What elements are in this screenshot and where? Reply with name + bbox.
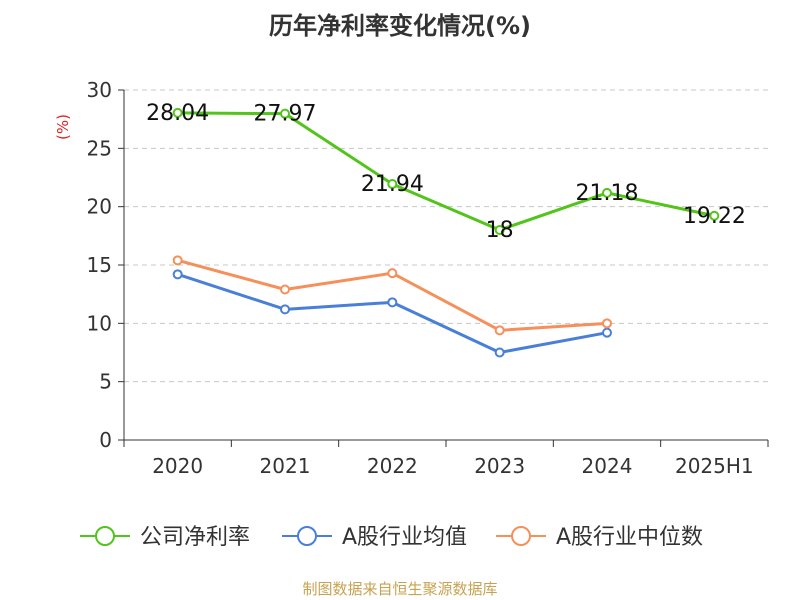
legend-label: A股行业均值 <box>342 525 467 550</box>
legend-label: A股行业中位数 <box>556 525 703 550</box>
data-point <box>602 318 612 329</box>
legend-marker <box>511 526 531 546</box>
data-point <box>494 347 505 358</box>
data-point <box>387 268 398 279</box>
legend: 公司净利率 A股行业均值 A股行业中位数 <box>80 525 703 550</box>
data-label: 21.18 <box>576 181 639 206</box>
data-point <box>602 187 612 198</box>
legend-marker <box>297 526 317 546</box>
data-point <box>494 325 505 336</box>
data-labels: 28.04 27.97 21.94 18 21.18 19.22 <box>146 101 746 243</box>
series-lines <box>172 107 720 358</box>
data-label: 18 <box>486 218 514 243</box>
x-tick-label: 2020 <box>152 454 203 478</box>
legend-item[interactable]: A股行业中位数 <box>496 525 703 550</box>
series-line <box>177 111 715 232</box>
data-point <box>172 269 183 280</box>
data-label: 28.04 <box>146 101 209 126</box>
x-tick-label: 2022 <box>367 454 418 478</box>
y-tick-label: 5 <box>99 370 112 394</box>
data-point <box>280 284 290 295</box>
data-point <box>602 327 612 338</box>
y-tick-label: 10 <box>87 311 112 335</box>
x-tick-label: 2021 <box>260 454 311 478</box>
data-point <box>387 297 398 308</box>
y-tick-label: 15 <box>87 253 112 277</box>
x-tick-label: 2023 <box>474 454 525 478</box>
y-tick-label: 20 <box>87 195 112 219</box>
data-point <box>280 304 290 315</box>
legend-marker <box>95 526 115 546</box>
chart-title: 历年净利率变化情况(%) <box>269 12 531 40</box>
data-point <box>709 210 720 221</box>
data-label: 27.97 <box>254 102 317 127</box>
legend-item[interactable]: 公司净利率 <box>80 525 250 550</box>
data-label: 19.22 <box>683 204 746 229</box>
data-source-note: 制图数据来自恒生聚源数据库 <box>302 580 498 598</box>
data-point <box>172 107 183 118</box>
grid-lines <box>124 89 768 383</box>
data-point <box>172 255 183 266</box>
y-axis-label: (%) <box>54 114 72 140</box>
legend-label: 公司净利率 <box>140 525 250 550</box>
y-tick-label: 25 <box>87 136 112 160</box>
series-line <box>177 272 608 354</box>
data-label: 21.94 <box>361 172 424 197</box>
x-tick-label: 2025H1 <box>675 454 754 478</box>
axes: 0 5 10 15 20 25 30 2020 2021 2022 2023 2024 2025H1 (%… <box>54 78 769 478</box>
data-point <box>280 108 290 119</box>
x-tick-label: 2024 <box>582 454 633 478</box>
data-point <box>494 225 505 235</box>
y-tick-label: 30 <box>87 78 112 102</box>
legend-item[interactable]: A股行业均值 <box>282 525 467 550</box>
data-point <box>387 179 398 190</box>
y-tick-label: 0 <box>99 428 112 452</box>
